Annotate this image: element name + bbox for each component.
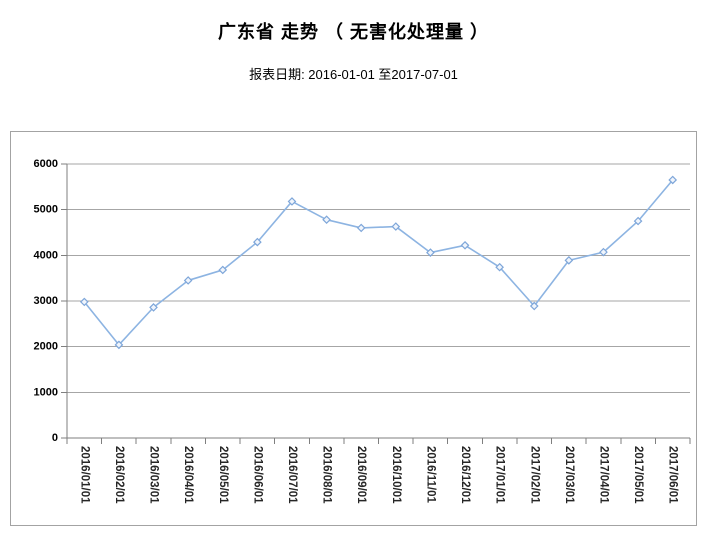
y-axis-label: 1000 [34,386,58,398]
x-axis-label: 2017/03/01 [563,446,575,504]
data-point-marker [599,247,608,257]
x-axis-label: 2016/01/01 [78,446,90,504]
data-point-marker [287,197,297,206]
data-point-marker [356,223,366,233]
x-axis-label: 2016/03/01 [148,446,160,504]
data-point-marker [322,215,331,225]
chart-container: 0 1000 2000 3000 4000 5000 6000 2016/01/01 2016/… [10,131,697,526]
data-point-marker [529,301,539,311]
x-axis-label: 2017/01/01 [494,446,506,504]
x-axis-label: 2016/07/01 [286,446,298,504]
x-axis-label: 2017/02/01 [528,446,540,504]
x-axis-label: 2017/05/01 [632,446,644,504]
x-axis-label: 2016/11/01 [424,446,436,504]
x-axis-label: 2016/09/01 [355,446,367,504]
data-point-marker [668,175,678,185]
x-axis-label: 2016/12/01 [459,446,471,504]
chart-svg: 0 1000 2000 3000 4000 5000 6000 2016/01/01 2016/… [34,158,691,504]
data-point-marker [495,262,504,272]
x-axis-label: 2016/02/01 [113,446,125,504]
data-point-marker [79,297,89,307]
x-axis-label: 2016/06/01 [251,446,263,504]
x-axis-label: 2016/10/01 [390,446,402,504]
x-axis-label: 2016/05/01 [217,446,229,504]
x-axis-label: 2017/04/01 [597,446,609,504]
data-point-marker [633,216,643,226]
y-axis-label: 5000 [34,204,58,216]
data-point-marker [218,265,228,275]
data-point-marker [149,303,158,312]
y-axis-label: 0 [52,432,58,444]
data-point-marker [253,237,262,247]
data-point-marker [183,276,193,285]
chart-title: 广东省 走势 （ 无害化处理量 ） [217,22,489,42]
series-line [83,179,674,346]
data-point-marker [460,240,470,250]
y-axis-label: 3000 [34,295,58,307]
data-point-marker [564,256,574,265]
y-axis-label: 2000 [34,341,58,353]
x-axis-label: 2016/08/01 [321,446,333,504]
y-axis-label: 4000 [34,249,58,261]
x-axis-label: 2017/06/01 [667,446,679,504]
chart-subtitle: 报表日期: 2016-01-01 至2017-07-01 [249,67,458,82]
x-axis-label: 2016/04/01 [182,446,194,504]
data-point-marker [391,222,401,231]
y-axis-label: 6000 [34,158,58,170]
data-point-marker [426,248,435,257]
data-point-marker [114,340,124,350]
